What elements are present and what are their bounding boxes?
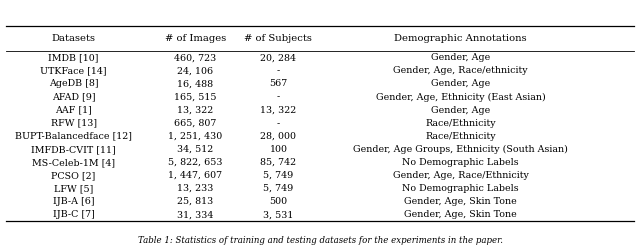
Text: Gender, Age, Race/ethnicity: Gender, Age, Race/ethnicity bbox=[394, 66, 528, 75]
Text: Race/Ethnicity: Race/Ethnicity bbox=[426, 119, 496, 128]
Text: Demographic Annotations: Demographic Annotations bbox=[394, 34, 527, 43]
Text: IJB-A [6]: IJB-A [6] bbox=[52, 197, 95, 206]
Text: # of Subjects: # of Subjects bbox=[244, 34, 312, 43]
Text: -: - bbox=[276, 119, 280, 128]
Text: Race/Ethnicity: Race/Ethnicity bbox=[426, 132, 496, 141]
Text: LFW [5]: LFW [5] bbox=[54, 184, 93, 193]
Text: 13, 233: 13, 233 bbox=[177, 184, 213, 193]
Text: 24, 106: 24, 106 bbox=[177, 66, 213, 75]
Text: No Demographic Labels: No Demographic Labels bbox=[403, 158, 519, 167]
Text: 85, 742: 85, 742 bbox=[260, 158, 296, 167]
Text: Gender, Age, Skin Tone: Gender, Age, Skin Tone bbox=[404, 197, 517, 206]
Text: Gender, Age, Race/Ethnicity: Gender, Age, Race/Ethnicity bbox=[393, 171, 529, 180]
Text: 13, 322: 13, 322 bbox=[260, 106, 296, 114]
Text: Table 1: Statistics of training and testing datasets for the experiments in the : Table 1: Statistics of training and test… bbox=[138, 236, 502, 245]
Text: Gender, Age: Gender, Age bbox=[431, 80, 490, 88]
Text: 13, 322: 13, 322 bbox=[177, 106, 213, 114]
Text: RFW [13]: RFW [13] bbox=[51, 119, 97, 128]
Text: Gender, Age: Gender, Age bbox=[431, 106, 490, 114]
Text: 567: 567 bbox=[269, 80, 287, 88]
Text: AFAD [9]: AFAD [9] bbox=[52, 92, 95, 102]
Text: 460, 723: 460, 723 bbox=[174, 53, 216, 62]
Text: -: - bbox=[276, 66, 280, 75]
Text: 20, 284: 20, 284 bbox=[260, 53, 296, 62]
Text: MS-Celeb-1M [4]: MS-Celeb-1M [4] bbox=[32, 158, 115, 167]
Text: 1, 447, 607: 1, 447, 607 bbox=[168, 171, 222, 180]
Text: BUPT-Balancedface [12]: BUPT-Balancedface [12] bbox=[15, 132, 132, 141]
Text: 16, 488: 16, 488 bbox=[177, 80, 213, 88]
Text: Gender, Age, Ethnicity (East Asian): Gender, Age, Ethnicity (East Asian) bbox=[376, 92, 546, 102]
Text: PCSO [2]: PCSO [2] bbox=[51, 171, 96, 180]
Text: 25, 813: 25, 813 bbox=[177, 197, 213, 206]
Text: Datasets: Datasets bbox=[52, 34, 95, 43]
Text: 3, 531: 3, 531 bbox=[263, 210, 294, 219]
Text: IMDB [10]: IMDB [10] bbox=[49, 53, 99, 62]
Text: IJB-C [7]: IJB-C [7] bbox=[52, 210, 95, 219]
Text: 5, 749: 5, 749 bbox=[263, 171, 294, 180]
Text: No Demographic Labels: No Demographic Labels bbox=[403, 184, 519, 193]
Text: 28, 000: 28, 000 bbox=[260, 132, 296, 141]
Text: 100: 100 bbox=[269, 145, 287, 154]
Text: 665, 807: 665, 807 bbox=[174, 119, 216, 128]
Text: 31, 334: 31, 334 bbox=[177, 210, 213, 219]
Text: AgeDB [8]: AgeDB [8] bbox=[49, 80, 99, 88]
Text: # of Images: # of Images bbox=[164, 34, 226, 43]
Text: 34, 512: 34, 512 bbox=[177, 145, 213, 154]
Text: Gender, Age Groups, Ethnicity (South Asian): Gender, Age Groups, Ethnicity (South Asi… bbox=[353, 145, 568, 154]
Text: Gender, Age: Gender, Age bbox=[431, 53, 490, 62]
Text: 165, 515: 165, 515 bbox=[174, 92, 216, 102]
Text: 500: 500 bbox=[269, 197, 287, 206]
Text: UTKFace [14]: UTKFace [14] bbox=[40, 66, 107, 75]
Text: IMFDB-CVIT [11]: IMFDB-CVIT [11] bbox=[31, 145, 116, 154]
Text: 5, 749: 5, 749 bbox=[263, 184, 294, 193]
Text: -: - bbox=[276, 92, 280, 102]
Text: 5, 822, 653: 5, 822, 653 bbox=[168, 158, 223, 167]
Text: Gender, Age, Skin Tone: Gender, Age, Skin Tone bbox=[404, 210, 517, 219]
Text: AAF [1]: AAF [1] bbox=[55, 106, 92, 114]
Text: 1, 251, 430: 1, 251, 430 bbox=[168, 132, 222, 141]
